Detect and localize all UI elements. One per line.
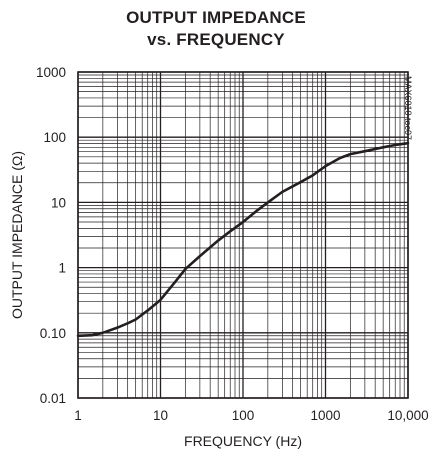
major-gridlines (77, 71, 409, 399)
y-tick-label: 100 (43, 130, 66, 145)
y-axis-label: OUTPUT IMPEDANCE (Ω) (9, 151, 25, 319)
y-tick-label: 0.10 (40, 326, 66, 341)
x-tick-label: 1 (74, 408, 82, 423)
chart-subtitle: vs. FREQUENCY (147, 30, 285, 49)
x-tick-label: 100 (232, 408, 255, 423)
x-tick-labels: 1 10 100 1000 10,000 (74, 408, 428, 423)
chart-title: OUTPUT IMPEDANCE (126, 8, 306, 27)
y-tick-label: 10 (51, 195, 66, 210)
x-tick-label: 1000 (310, 408, 340, 423)
y-tick-labels: 0.01 0.10 1 10 100 1000 (36, 65, 66, 406)
y-tick-label: 1000 (36, 65, 66, 80)
x-axis-label: FREQUENCY (Hz) (184, 433, 302, 449)
x-tick-label: 10 (153, 408, 168, 423)
y-tick-label: 1 (58, 261, 66, 276)
figure-code-annotation: MAX6010 toc07 (403, 76, 413, 140)
y-tick-label: 0.01 (40, 391, 66, 406)
x-tick-label: 10,000 (387, 408, 428, 423)
plot-frame (77, 71, 409, 399)
series-line (76, 141, 410, 338)
